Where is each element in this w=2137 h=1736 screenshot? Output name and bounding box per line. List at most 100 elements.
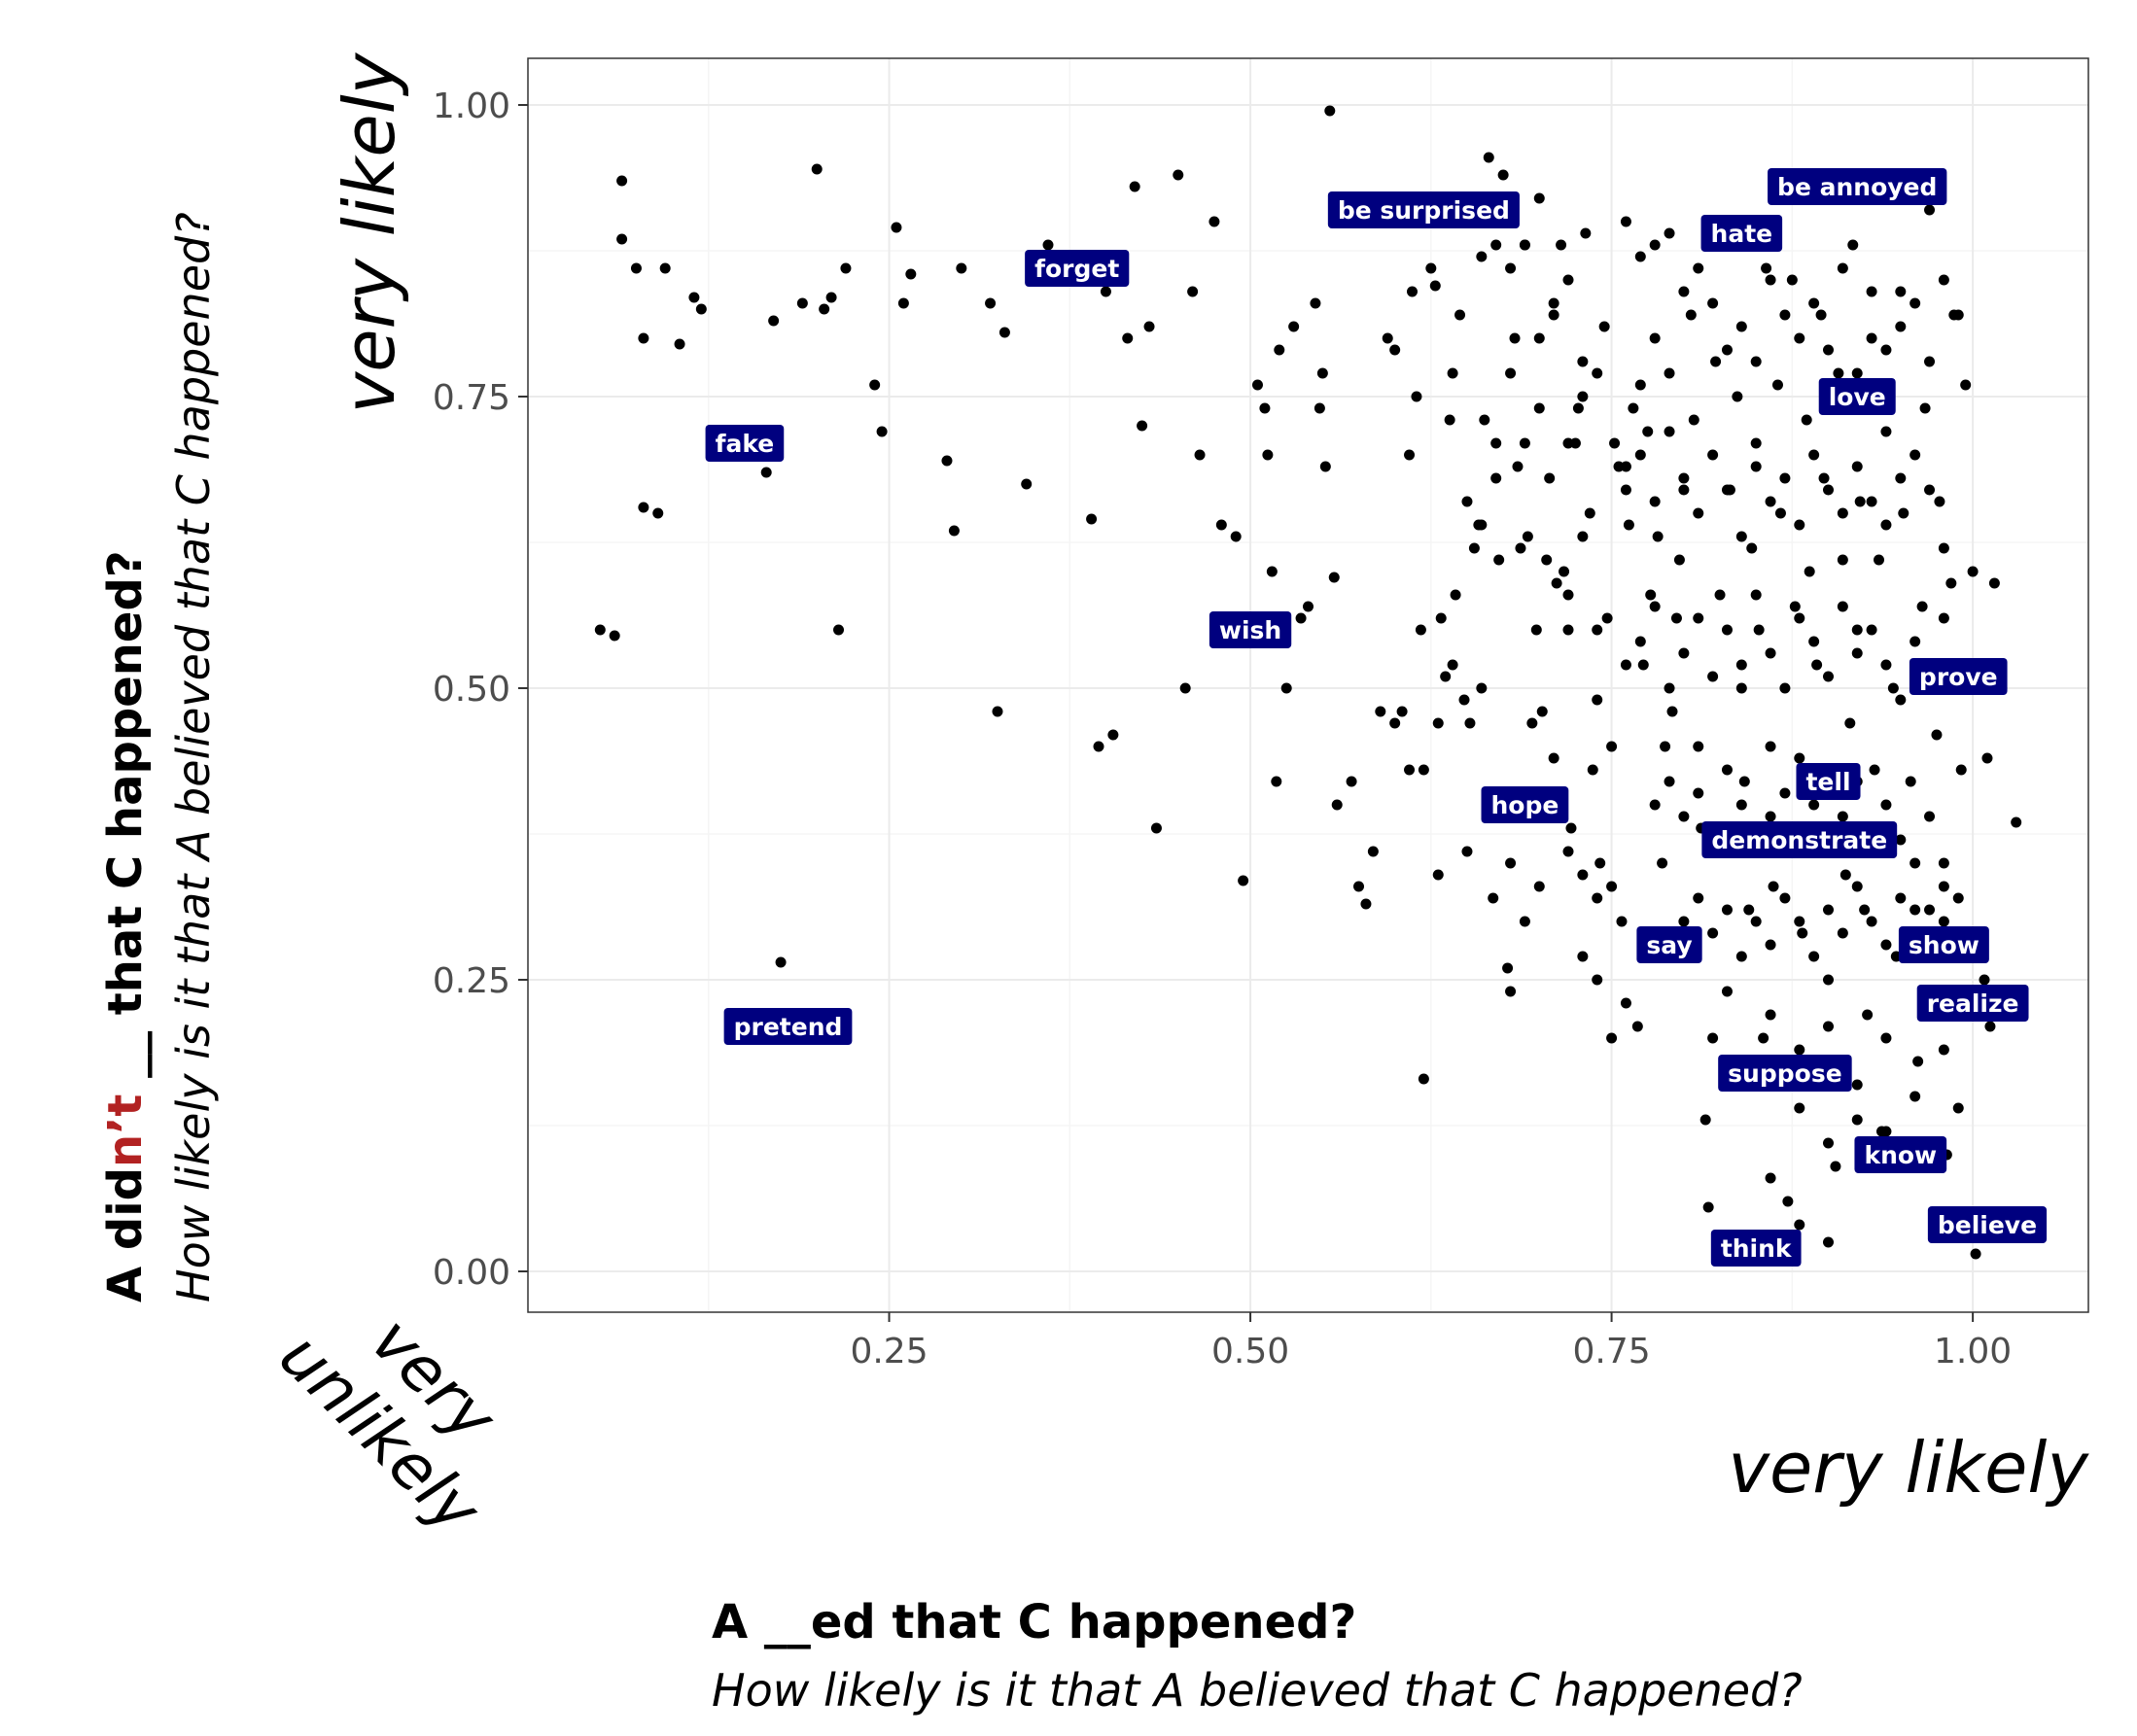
data-point	[1461, 496, 1473, 507]
data-point	[1606, 1032, 1618, 1044]
data-point	[1519, 239, 1530, 251]
data-point	[1851, 647, 1863, 659]
data-point	[652, 507, 664, 519]
data-point	[1476, 682, 1488, 694]
data-point	[1461, 846, 1473, 857]
data-point	[1042, 239, 1054, 251]
y-tick-label: 0.50	[433, 670, 510, 710]
data-point	[1592, 974, 1603, 986]
data-point	[1678, 647, 1690, 659]
data-point	[1536, 706, 1548, 717]
data-point	[695, 303, 707, 315]
y-axis-title: A didn’t __ that C happened?	[98, 550, 153, 1302]
data-point	[1280, 682, 1292, 694]
data-point	[1548, 297, 1559, 309]
point-label-box	[1701, 821, 1898, 858]
data-point	[1981, 752, 1993, 764]
data-point	[1634, 449, 1646, 461]
point-label: hope	[1481, 786, 1569, 823]
data-point	[1556, 239, 1567, 251]
data-point	[1768, 881, 1779, 892]
data-point	[956, 262, 967, 274]
point-label-box	[1209, 611, 1292, 648]
x-tick-label: 0.25	[850, 1332, 928, 1371]
data-point	[1251, 379, 1263, 391]
data-point	[1533, 192, 1545, 204]
data-point	[1505, 857, 1517, 869]
data-point	[1389, 717, 1401, 729]
data-point	[1934, 496, 1945, 507]
y-tick-label: 0.75	[433, 378, 510, 418]
data-point	[1837, 262, 1848, 274]
data-point	[1129, 181, 1140, 192]
data-point	[616, 175, 628, 187]
data-point	[1634, 251, 1646, 262]
data-point	[1649, 496, 1661, 507]
data-point	[1505, 262, 1517, 274]
data-point	[1750, 916, 1762, 927]
data-point	[1710, 356, 1722, 367]
point-label: show	[1898, 926, 1989, 963]
data-point	[1938, 612, 1949, 624]
point-label-box	[1854, 1136, 1947, 1173]
data-point	[1530, 624, 1542, 636]
point-label-text: show	[1909, 931, 1979, 959]
data-point	[1620, 484, 1631, 496]
data-points	[594, 105, 2022, 1260]
data-point	[1533, 332, 1545, 344]
data-point	[630, 262, 642, 274]
data-point	[1497, 169, 1509, 181]
data-point	[1815, 309, 1827, 321]
data-point	[1565, 822, 1577, 834]
data-point	[1702, 1201, 1714, 1213]
data-point	[1837, 927, 1848, 939]
data-point	[1693, 262, 1704, 274]
data-point	[1955, 764, 1967, 776]
data-point	[1314, 402, 1325, 414]
data-point	[1418, 1073, 1429, 1085]
point-label-box	[1898, 926, 1989, 963]
data-point	[1490, 437, 1502, 449]
data-point	[1093, 741, 1104, 752]
data-point	[768, 315, 780, 327]
data-point	[1909, 449, 1921, 461]
data-point	[1880, 1032, 1892, 1044]
data-point	[1765, 811, 1776, 822]
data-point	[1707, 449, 1719, 461]
point-label-text: be annoyed	[1777, 173, 1937, 201]
data-point	[1664, 776, 1675, 787]
data-point	[1735, 321, 1747, 332]
data-point	[1502, 962, 1514, 974]
point-label-box	[1710, 1230, 1802, 1267]
data-point	[1924, 904, 1936, 916]
data-point	[1880, 426, 1892, 437]
data-point	[1509, 332, 1521, 344]
y-axis-ticks: 0.00 0.25 0.50 0.75 1.00	[433, 87, 528, 1293]
data-point	[1765, 1172, 1776, 1184]
data-point	[1750, 437, 1762, 449]
data-point	[905, 268, 917, 280]
data-point	[1765, 939, 1776, 951]
data-point	[1909, 857, 1921, 869]
data-point	[1851, 624, 1863, 636]
data-point	[674, 338, 685, 350]
y-tick-label: 0.25	[433, 961, 510, 1001]
data-point	[1664, 367, 1675, 379]
data-point	[1794, 519, 1805, 531]
data-point	[1808, 297, 1820, 309]
point-label-box	[1327, 191, 1520, 228]
data-point	[1801, 414, 1812, 426]
data-point	[1919, 402, 1931, 414]
data-point	[1721, 904, 1733, 916]
data-point	[1895, 321, 1907, 332]
data-point	[1367, 846, 1379, 857]
point-label-box	[1718, 1055, 1852, 1092]
data-point	[1779, 472, 1791, 484]
data-point	[1562, 589, 1574, 601]
data-point	[1328, 572, 1340, 583]
data-point	[1735, 659, 1747, 671]
x-tick-label: 0.75	[1573, 1332, 1651, 1371]
data-point	[1468, 542, 1480, 554]
data-point	[1765, 741, 1776, 752]
data-point	[1411, 391, 1422, 402]
